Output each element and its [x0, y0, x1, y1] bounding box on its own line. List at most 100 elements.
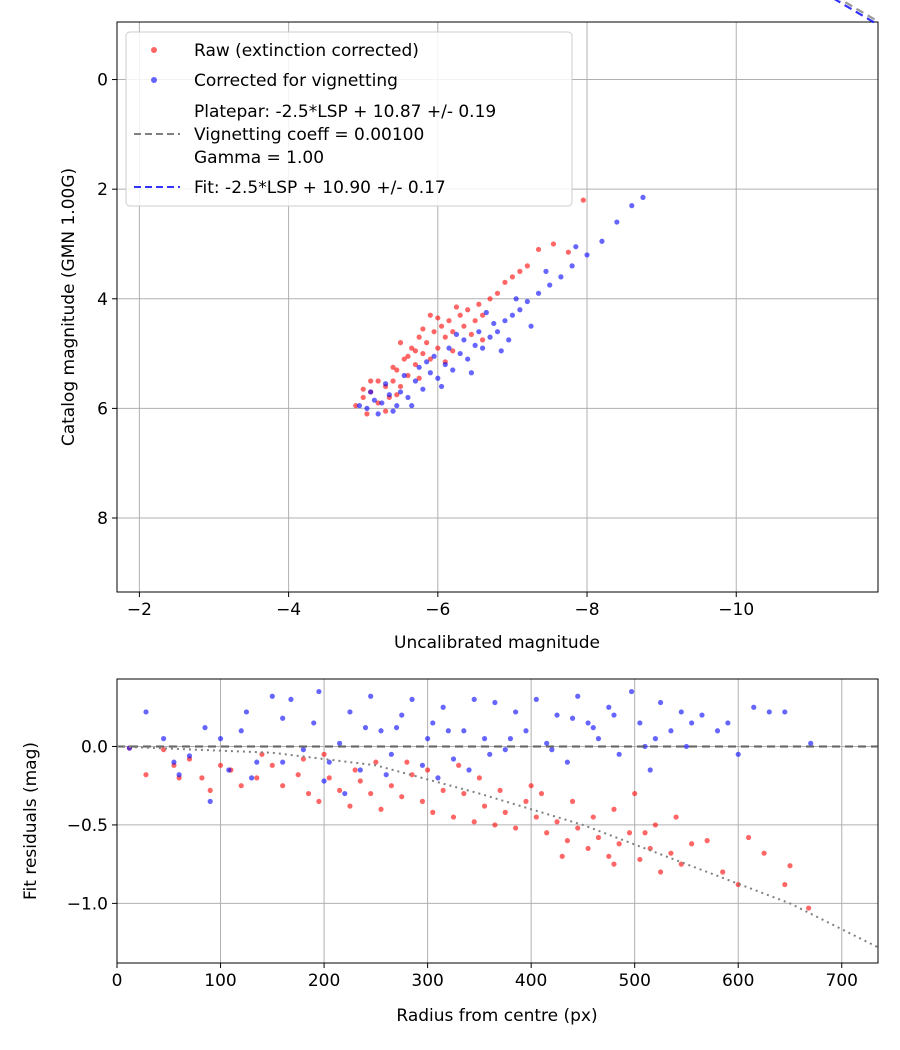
scatter-point-corrected	[509, 312, 516, 318]
scatter-point-corrected	[280, 759, 286, 765]
scatter-point-raw	[427, 356, 433, 362]
scatter-point-raw	[468, 331, 474, 338]
scatter-point-corrected	[171, 759, 177, 765]
scatter-point-corrected	[465, 356, 471, 362]
scatter-point-raw	[375, 378, 381, 384]
scatter-point-corrected	[492, 699, 498, 706]
scatter-point-corrected	[431, 353, 437, 359]
scatter-point-corrected	[401, 372, 407, 379]
scatter-point-raw	[559, 853, 565, 859]
scatter-point-corrected	[714, 728, 721, 734]
scatter-point-raw	[538, 790, 545, 797]
scatter-point-raw	[337, 787, 343, 794]
scatter-point-corrected	[558, 274, 564, 280]
scatter-point-corrected	[427, 370, 433, 376]
scatter-point-corrected	[683, 743, 690, 750]
scatter-point-corrected	[513, 709, 519, 715]
scatter-point-corrected	[143, 709, 149, 715]
scatter-point-raw	[554, 819, 560, 825]
scatter-point-corrected	[585, 720, 591, 726]
scatter-point-corrected	[544, 740, 550, 746]
scatter-point-raw	[412, 348, 419, 354]
scatter-point-raw	[217, 762, 224, 768]
scatter-point-raw	[446, 318, 452, 324]
scatter-point-corrected	[575, 693, 581, 699]
scatter-point-raw	[390, 364, 396, 370]
scatter-point-corrected	[394, 403, 400, 409]
scatter-point-corrected	[689, 720, 695, 726]
scatter-point-raw	[394, 392, 400, 398]
scatter-point-raw	[368, 378, 374, 384]
scatter-point-raw	[450, 329, 456, 335]
dotted-line-3	[116, 745, 879, 949]
scatter-point-corrected	[409, 696, 415, 702]
scatter-point-corrected	[368, 389, 374, 395]
y-tick-label: −1.0	[67, 894, 108, 914]
scatter-point-corrected	[699, 712, 705, 718]
x-tick-label: 0	[112, 971, 123, 991]
scatter-point-raw	[378, 806, 384, 812]
legend-raw-label: Raw (extinction corrected)	[194, 41, 419, 61]
scatter-point-raw	[397, 383, 404, 390]
y-tick-label: 0.0	[81, 737, 108, 757]
x-tick-label: 500	[618, 971, 650, 991]
scatter-point-corrected	[606, 704, 612, 710]
scatter-point-corrected	[386, 392, 392, 398]
scatter-point-corrected	[405, 394, 411, 401]
scatter-point-corrected	[364, 405, 370, 411]
scatter-point-raw	[544, 830, 550, 836]
x-tick-label: 300	[411, 971, 443, 991]
scatter-point-raw	[456, 762, 462, 768]
scatter-point-corrected	[176, 772, 182, 778]
bottom-y-ticks: 0.0 −0.5 −1.0	[67, 737, 117, 914]
scatter-point-raw	[431, 329, 437, 335]
scatter-point-raw	[405, 372, 411, 379]
scatter-point-raw	[642, 830, 648, 836]
scatter-point-raw	[476, 775, 482, 781]
scatter-point-corrected	[383, 772, 389, 778]
scatter-point-corrected	[584, 252, 590, 258]
scatter-point-corrected	[207, 798, 213, 804]
scatter-point-raw	[420, 350, 426, 357]
scatter-point-corrected	[375, 411, 381, 417]
scatter-point-raw	[442, 334, 448, 340]
scatter-point-corrected	[547, 282, 553, 288]
scatter-point-corrected	[782, 709, 788, 715]
scatter-point-raw	[438, 323, 445, 329]
scatter-point-raw	[652, 822, 658, 828]
scatter-point-corrected	[382, 381, 389, 387]
scatter-point-corrected	[300, 747, 306, 753]
scatter-point-corrected	[356, 403, 363, 409]
scatter-point-raw	[316, 798, 322, 804]
scatter-point-corrected	[442, 361, 448, 368]
scatter-point-corrected	[419, 762, 426, 768]
scatter-point-corrected	[524, 298, 530, 305]
scatter-point-corrected	[569, 263, 575, 269]
x-tick-label: −8	[574, 600, 599, 620]
scatter-point-raw	[375, 400, 381, 406]
scatter-point-raw	[364, 411, 370, 417]
bottom-y-axis-label: Fit residuals (mag)	[21, 742, 41, 900]
scatter-point-raw	[704, 838, 710, 844]
scatter-point-raw	[269, 762, 275, 768]
scatter-point-raw	[424, 340, 430, 346]
scatter-point-raw	[440, 787, 446, 794]
scatter-point-corrected	[595, 736, 602, 742]
scatter-point-corrected	[549, 747, 555, 753]
scatter-point-raw	[806, 905, 812, 911]
scatter-point-corrected	[435, 375, 441, 381]
x-tick-label: 400	[515, 971, 547, 991]
top-x-axis-label: Uncalibrated magnitude	[394, 633, 600, 653]
scatter-point-corrected	[409, 403, 415, 409]
scatter-point-corrected	[186, 753, 193, 759]
scatter-point-corrected	[535, 290, 542, 296]
scatter-point-raw	[382, 408, 389, 414]
scatter-point-corrected	[494, 329, 501, 335]
scatter-point-corrected	[735, 751, 741, 757]
x-tick-label: −2	[127, 600, 152, 620]
scatter-point-corrected	[430, 720, 436, 726]
scatter-point-corrected	[554, 712, 560, 718]
scatter-point-corrected	[226, 767, 232, 773]
scatter-point-raw	[595, 834, 602, 841]
scatter-point-raw	[720, 869, 726, 875]
